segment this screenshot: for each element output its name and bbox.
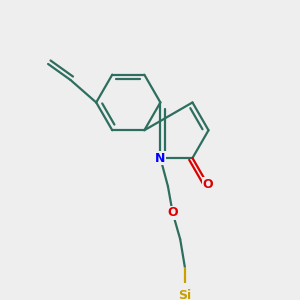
Text: Si: Si: [178, 289, 191, 300]
Text: O: O: [167, 206, 178, 219]
Text: O: O: [202, 178, 213, 191]
Text: N: N: [155, 152, 166, 164]
